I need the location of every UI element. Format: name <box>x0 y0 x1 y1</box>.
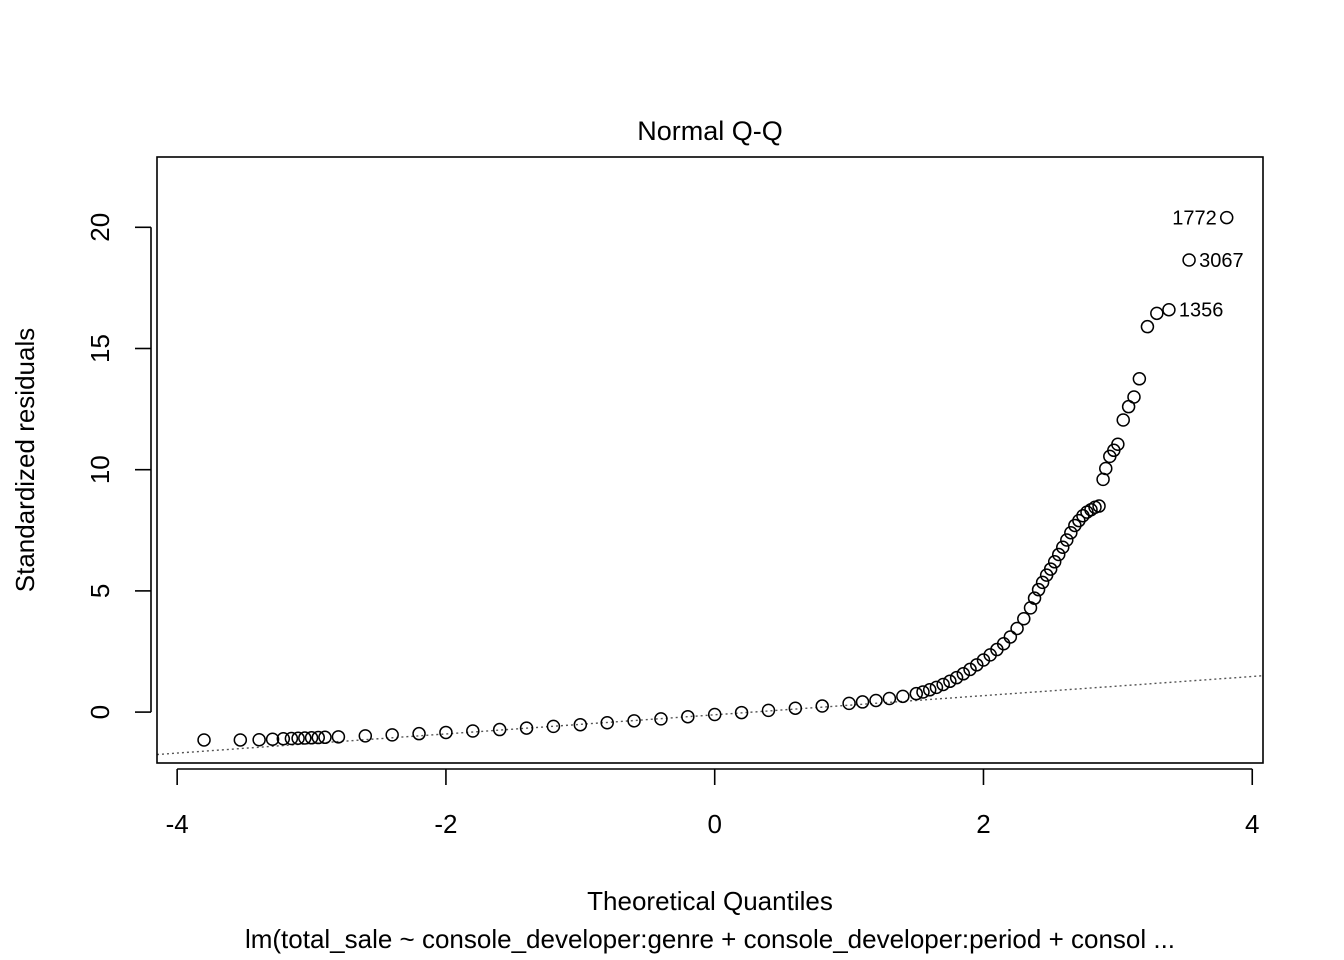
residual-point <box>519 721 534 735</box>
residual-point <box>1132 372 1147 386</box>
residual-point <box>1047 555 1062 569</box>
residual-point <box>1027 591 1042 605</box>
residual-point <box>492 722 507 737</box>
residual-point <box>358 729 373 743</box>
residual-point <box>252 732 266 747</box>
residual-point <box>842 696 856 711</box>
residual-point <box>1068 518 1082 533</box>
residual-point <box>734 705 749 720</box>
residual-point <box>976 653 991 667</box>
residual-point <box>788 701 803 715</box>
residual-point <box>1162 302 1176 317</box>
residual-point <box>963 662 977 677</box>
residual-point <box>943 674 957 689</box>
residual-point <box>276 732 291 746</box>
residual-point <box>916 685 930 699</box>
y-axis-title: Standardized residuals <box>10 328 40 593</box>
residual-point <box>1111 437 1125 451</box>
residual-point <box>1051 547 1066 562</box>
y-tick-label: 15 <box>85 334 115 363</box>
residual-point <box>600 716 614 730</box>
residual-point <box>412 726 426 741</box>
residual-point <box>1116 413 1130 427</box>
residual-point <box>949 670 964 685</box>
residual-point <box>654 712 668 726</box>
x-tick-label: 4 <box>1245 809 1259 839</box>
residual-point <box>298 731 312 745</box>
residual-point <box>909 686 924 701</box>
point-labels-layer: 1772 3067 1356 <box>1172 208 1243 322</box>
residual-point <box>1140 319 1155 334</box>
residual-point <box>291 731 305 746</box>
residual-point <box>284 731 299 746</box>
residual-point <box>1099 461 1113 476</box>
residual-point <box>1010 621 1024 636</box>
residual-point <box>869 693 883 708</box>
point-label: 1356 <box>1179 300 1224 322</box>
residual-point <box>681 709 695 724</box>
residual-point <box>1182 253 1196 267</box>
residual-point <box>996 636 1011 651</box>
residual-point <box>573 717 588 732</box>
model-formula-subtitle: lm(total_sale ~ console_developer:genre … <box>245 924 1175 954</box>
residual-point <box>627 714 641 728</box>
residual-point <box>882 691 897 706</box>
y-tick-label: 5 <box>85 584 115 598</box>
residual-point <box>1092 499 1106 513</box>
x-tick-label: -4 <box>166 809 189 839</box>
residual-point <box>1127 390 1141 404</box>
residual-point <box>936 677 950 692</box>
residual-point <box>439 725 453 740</box>
residual-point <box>546 719 561 734</box>
residual-point <box>970 658 984 672</box>
residual-point <box>1056 540 1070 555</box>
residual-point <box>311 730 326 745</box>
residual-point <box>929 680 944 695</box>
x-axis: -4 -2 0 2 4 <box>166 768 1259 839</box>
residual-point <box>896 689 910 704</box>
x-axis-title: Theoretical Quantiles <box>587 886 833 916</box>
residual-point <box>233 733 248 747</box>
point-label: 1772 <box>1172 208 1217 230</box>
y-tick-label: 20 <box>85 213 115 242</box>
y-axis: 0 5 10 15 20 <box>85 213 152 719</box>
residual-point <box>1060 533 1074 547</box>
chart-title: Normal Q-Q <box>637 116 783 146</box>
residual-point <box>1219 210 1234 225</box>
y-tick-label: 0 <box>85 705 115 719</box>
residual-point <box>956 667 971 681</box>
residual-point <box>331 730 346 744</box>
y-tick-label: 10 <box>85 455 115 484</box>
residual-point <box>1064 525 1078 540</box>
residual-point <box>761 703 776 718</box>
residual-point <box>466 724 480 738</box>
x-tick-label: 2 <box>976 809 990 839</box>
residual-point <box>1043 562 1058 576</box>
plot-frame <box>156 156 1264 764</box>
residual-point <box>815 699 829 713</box>
residual-point <box>1072 513 1086 528</box>
residual-point <box>385 728 399 742</box>
residual-point <box>265 732 280 746</box>
residual-point <box>707 707 722 722</box>
residual-point <box>1017 612 1031 626</box>
residual-point <box>318 730 332 745</box>
x-tick-label: 0 <box>707 809 721 839</box>
residual-point <box>922 683 937 697</box>
residual-point <box>304 731 319 745</box>
residual-point <box>1003 630 1018 644</box>
x-tick-label: -2 <box>434 809 457 839</box>
points-layer <box>197 210 1234 747</box>
residual-point <box>1035 575 1050 590</box>
point-label: 3067 <box>1199 250 1244 272</box>
residual-point <box>1150 306 1164 321</box>
residual-point <box>197 733 211 747</box>
residual-point <box>855 695 870 709</box>
residual-point <box>1031 582 1046 597</box>
